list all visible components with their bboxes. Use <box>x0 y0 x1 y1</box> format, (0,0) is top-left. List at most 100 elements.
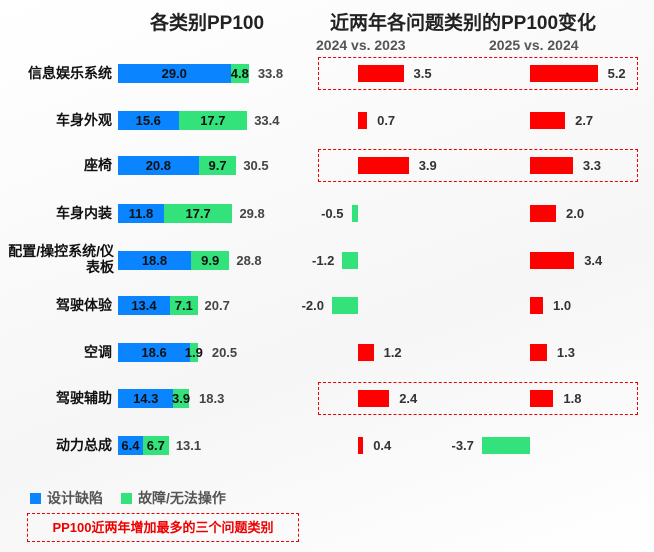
change-bar <box>530 390 554 407</box>
change-label: 2.7 <box>575 113 594 128</box>
category-label: 配置/操控系统/仪表板 <box>8 243 114 275</box>
change-label: 3.3 <box>582 158 601 173</box>
change-bar <box>358 437 364 454</box>
bar-design <box>118 111 179 130</box>
change-label: -2.0 <box>301 298 324 313</box>
change-bar <box>358 65 404 82</box>
change-label: 1.3 <box>556 345 575 360</box>
highlight-box <box>318 382 638 415</box>
bar-fault-label: 7.1 <box>174 298 193 313</box>
highlight-box <box>318 57 638 90</box>
total-label: 18.3 <box>199 391 225 406</box>
category-label: 信息娱乐系统 <box>28 65 112 81</box>
change-label: 5.2 <box>607 66 626 81</box>
category-label: 动力总成 <box>56 437 112 453</box>
total-label: 20.5 <box>211 345 238 360</box>
bar-fault-label: 3.9 <box>172 391 191 406</box>
total-label: 20.7 <box>204 298 230 313</box>
bar-design-label: 18.8 <box>141 253 168 268</box>
change-bar <box>351 205 358 222</box>
bar-fault-label: 9.7 <box>208 158 227 173</box>
total-label: 33.8 <box>257 66 284 81</box>
bar-fault <box>163 204 233 223</box>
change-bar <box>358 112 368 129</box>
total-label: 28.8 <box>236 253 262 268</box>
bar-design-label: 11.8 <box>128 206 154 221</box>
change-bar <box>358 157 409 174</box>
bar-fault-label: 17.7 <box>185 206 211 221</box>
legend-label-design: 设计缺陷 <box>47 490 103 506</box>
change-bar <box>342 252 358 269</box>
change-label: -1.2 <box>311 253 335 268</box>
category-label: 车身外观 <box>56 112 112 128</box>
bar-design <box>118 296 170 315</box>
bar-fault-label: 17.7 <box>200 113 226 128</box>
change-bar <box>481 437 530 454</box>
bar-design <box>118 343 191 362</box>
change-bar <box>530 297 543 314</box>
change-label: 0.4 <box>373 438 392 453</box>
bar-design-label: 15.6 <box>135 113 161 128</box>
bar-fault-label: 6.7 <box>146 438 165 453</box>
change-label: 2.4 <box>399 391 418 406</box>
bar-fault-label: 1.9 <box>184 345 203 360</box>
bar-design-label: 14.3 <box>133 391 159 406</box>
change-bar <box>332 297 358 314</box>
change-bar <box>530 157 573 174</box>
bar-fault-label: 4.8 <box>230 66 249 81</box>
change-label: 3.5 <box>413 66 432 81</box>
highlight-box <box>318 149 638 182</box>
change-bar <box>530 112 566 129</box>
change-label: 0.7 <box>377 113 396 128</box>
series-label-2025: 2025 vs. 2024 <box>489 37 579 53</box>
left-chart-title: 各类别PP100 <box>150 13 265 34</box>
change-bar <box>358 344 374 361</box>
legend: 设计缺陷 故障/无法操作 <box>30 488 226 508</box>
total-label: 29.8 <box>239 206 265 221</box>
legend-label-fault: 故障/无法操作 <box>138 490 226 506</box>
bar-design <box>118 436 143 455</box>
change-label: -3.7 <box>451 438 474 453</box>
bar-design-label: 18.6 <box>141 345 167 360</box>
change-bar <box>530 205 556 222</box>
bar-fault <box>142 436 169 455</box>
bar-fault <box>169 296 198 315</box>
bar-design <box>118 251 191 270</box>
change-label: 1.2 <box>383 345 402 360</box>
category-label: 座椅 <box>84 157 112 173</box>
change-label: 1.0 <box>553 298 572 313</box>
change-label: 3.4 <box>584 253 603 268</box>
bar-design-label: 6.4 <box>121 438 140 453</box>
change-label: 1.8 <box>563 391 582 406</box>
bar-design-label: 29.0 <box>161 66 187 81</box>
legend-swatch-fault <box>121 492 132 504</box>
category-label: 空调 <box>84 344 112 360</box>
bar-fault <box>198 156 237 175</box>
right-chart-title: 近两年各问题类别的PP100变化 <box>330 13 597 34</box>
category-label: 驾驶体验 <box>56 297 112 313</box>
bar-fault <box>190 251 230 270</box>
bar-design <box>118 389 174 408</box>
legend-swatch-design <box>30 492 41 504</box>
bar-design-label: 13.4 <box>131 298 157 313</box>
change-bar <box>530 252 575 269</box>
bar-fault <box>178 111 248 130</box>
change-label: -0.5 <box>321 206 344 221</box>
bar-design <box>118 156 199 175</box>
bar-design-label: 20.8 <box>145 158 171 173</box>
series-label-2024: 2024 vs. 2023 <box>316 37 406 53</box>
change-bar <box>530 344 547 361</box>
bar-design <box>118 204 164 223</box>
change-bar <box>358 390 390 407</box>
category-label: 车身内装 <box>56 205 112 221</box>
highlight-annotation: PP100近两年增加最多的三个问题类别 <box>27 513 299 542</box>
total-label: 30.5 <box>243 158 269 173</box>
total-label: 13.1 <box>175 438 202 453</box>
change-label: 3.9 <box>418 158 437 173</box>
bar-design <box>118 64 231 83</box>
category-label: 驾驶辅助 <box>56 390 112 406</box>
bar-fault <box>190 343 198 362</box>
bar-fault <box>173 389 189 408</box>
total-label: 33.4 <box>254 113 280 128</box>
